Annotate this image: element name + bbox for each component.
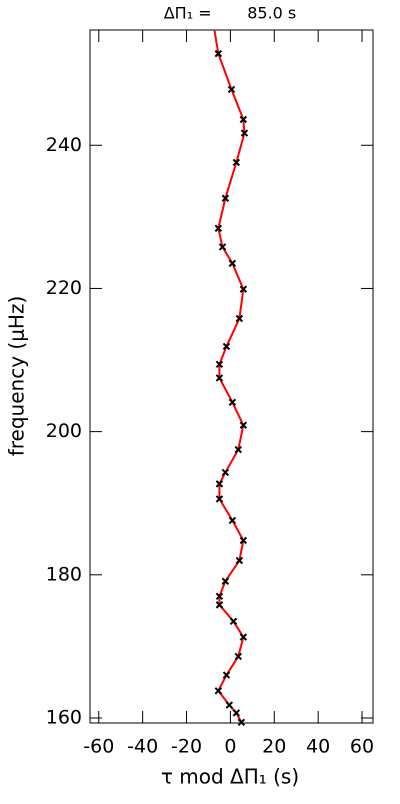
data-point: [222, 671, 231, 679]
data-point: [239, 115, 248, 124]
data-point: [214, 224, 223, 233]
data-point: [234, 652, 243, 661]
data-point: [215, 592, 224, 600]
data-point: [214, 49, 223, 58]
y-tick-label: 180: [46, 563, 82, 585]
data-point: [221, 194, 230, 202]
x-tick-label: -60: [83, 736, 114, 758]
data-point: [239, 421, 248, 429]
data-point: [214, 687, 223, 695]
data-point: [221, 577, 230, 585]
data-point: [215, 374, 224, 382]
y-tick-label: 240: [46, 134, 82, 156]
data-point: [221, 468, 230, 477]
data-point: [215, 360, 224, 369]
x-tick-label: 0: [224, 736, 236, 758]
data-point: [222, 342, 231, 351]
data-point: [215, 601, 224, 609]
y-tick-label: 160: [46, 706, 82, 728]
x-axis-label: τ mod ΔΠ₁ (s): [161, 765, 299, 789]
plot-frame: [89, 29, 374, 724]
data-point: [227, 85, 236, 94]
data-point: [240, 129, 249, 137]
x-tick-label: 40: [306, 736, 330, 758]
data-point: [232, 709, 241, 717]
data-point: [225, 701, 234, 709]
x-tick-label: 60: [350, 736, 374, 758]
data-point: [239, 536, 248, 545]
data-point: [237, 718, 246, 726]
chart-title: ΔΠ₁ = 85.0 s: [164, 4, 297, 23]
data-point: [229, 617, 238, 626]
data-point: [232, 158, 241, 167]
data-point: [239, 285, 248, 293]
y-tick-label: 200: [46, 420, 82, 442]
data-point: [234, 445, 243, 454]
data-point: [228, 398, 237, 406]
data-point: [228, 259, 237, 268]
data-point: [218, 243, 227, 251]
data-point: [215, 480, 224, 488]
data-point: [228, 516, 237, 525]
data-point: [235, 556, 244, 565]
y-axis-label: frequency (μHz): [5, 296, 29, 457]
x-tick-label: 20: [262, 736, 286, 758]
x-tick-label: -20: [171, 736, 202, 758]
data-point: [235, 314, 244, 323]
data-point: [239, 633, 248, 641]
x-tick-label: -40: [127, 736, 158, 758]
data-point: [215, 495, 224, 503]
y-tick-label: 220: [46, 277, 82, 299]
